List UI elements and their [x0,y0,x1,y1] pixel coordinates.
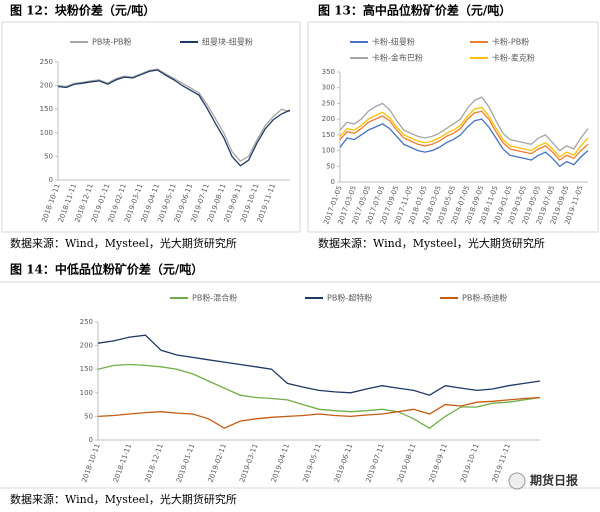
source: 数据来源：Wind，Mysteel，光大期货研究所 [10,236,237,250]
panel-border [1,21,301,233]
y-tick-label: 0 [331,178,335,186]
y-tick-label: 150 [40,105,53,113]
figure-title: 图 14：中低品位粉矿价差（元/吨） [10,262,203,277]
series-line [339,110,589,161]
source: 数据来源：Wind，Mysteel，光大期货研究所 [318,236,545,250]
legend-label: PB块-PB粉 [92,37,132,47]
series-line [97,334,541,396]
y-tick-label: 350 [322,68,335,76]
y-tick-label: 200 [322,115,335,123]
series-line [57,69,291,167]
panel-border [307,21,599,233]
watermark: 期货日报 [530,473,578,488]
y-tick-label: 150 [322,131,335,139]
series-line [57,68,291,162]
y-tick-label: 250 [40,58,53,66]
legend-label: 卡粉-PB粉 [492,37,529,47]
figure-title: 图 12：块粉价差（元/吨） [10,3,155,18]
y-tick-label: 250 [322,99,335,107]
y-tick-label: 0 [49,176,53,184]
legend-label: 卡粉-纽曼粉 [372,37,415,47]
y-tick-label: 200 [40,82,53,90]
y-tick-label: 250 [80,318,93,326]
watermark-icon [508,472,526,490]
y-tick-label: 0 [89,436,93,444]
y-tick-label: 150 [80,365,93,373]
legend-label: 卡粉-金布巴粉 [372,53,423,63]
series-line [97,363,541,429]
series-line [339,96,589,152]
y-tick-label: 50 [44,152,53,160]
y-tick-label: 200 [80,342,93,350]
y-tick-label: 50 [326,162,335,170]
y-tick-label: 100 [322,147,335,155]
legend-label: 卡粉-麦克粉 [492,53,535,63]
y-tick-label: 100 [40,129,53,137]
y-tick-label: 50 [84,412,93,420]
legend-label: PB粉-超特粉 [327,293,372,303]
source: 数据来源：Wind，Mysteel，光大期货研究所 [10,492,237,506]
series-line [339,118,589,168]
y-tick-label: 100 [80,389,93,397]
legend-label: PB粉-混合粉 [192,293,237,303]
y-tick-label: 300 [322,84,335,92]
figure-title: 图 13：高中品位粉矿价差（元/吨） [318,3,511,18]
legend-label: PB粉-杨迪粉 [462,293,507,303]
legend-label: 纽曼块-纽曼粉 [202,37,253,47]
series-line [339,106,589,158]
series-line [97,396,541,429]
